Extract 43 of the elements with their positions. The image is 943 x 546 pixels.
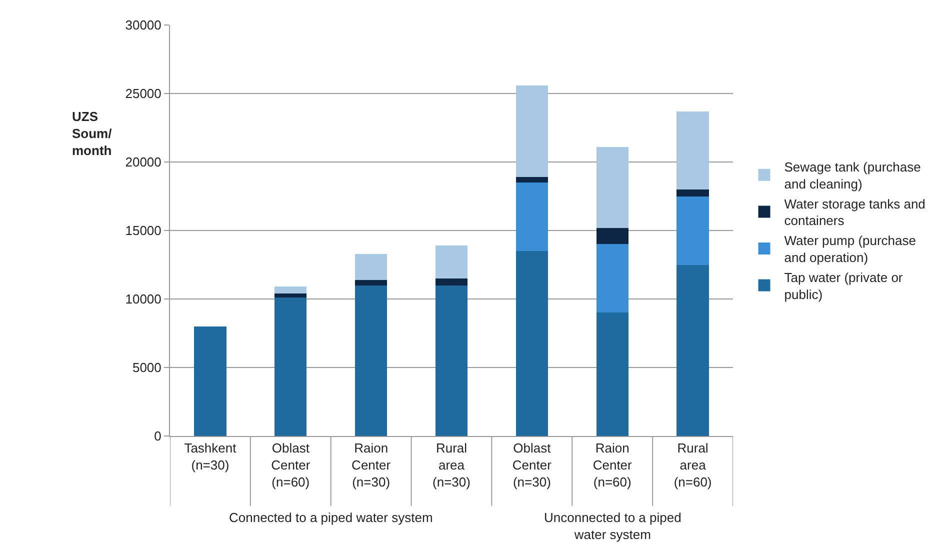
bar	[274, 294, 307, 298]
bar	[274, 298, 307, 436]
y-tick-label: 0	[154, 428, 162, 444]
y-tick-label: 15000	[125, 223, 162, 238]
bar	[676, 189, 709, 196]
bar	[435, 285, 468, 436]
x-tick-label: Rural area (n=30)	[432, 440, 470, 490]
y-tick-label: 30000	[125, 18, 162, 33]
x-tick-label: Oblast Center (n=30)	[512, 440, 552, 490]
bar	[516, 85, 548, 178]
bar	[274, 286, 307, 294]
bar	[435, 246, 468, 278]
bar	[676, 264, 709, 436]
bar	[596, 228, 628, 244]
bar	[596, 312, 628, 436]
legend-label: Water pump (purchase and operation)	[784, 233, 916, 266]
bar	[354, 254, 388, 280]
y-tick-label: 20000	[125, 154, 162, 170]
x-tick-label: Rural area (n=60)	[674, 440, 712, 490]
x-tick-label: Oblast Center (n=60)	[271, 440, 311, 490]
bar	[194, 326, 226, 436]
x-tick-label: Raion Center (n=30)	[352, 440, 392, 490]
bar	[435, 278, 468, 286]
text: Connected to a piped water system	[229, 510, 433, 525]
y-axis-title: UZS Soum/ month	[72, 109, 112, 158]
y-tick-label: 25000	[125, 86, 162, 102]
bar	[596, 146, 628, 228]
bar	[354, 285, 388, 436]
text: Unconnected to a piped water system	[544, 510, 682, 542]
y-tick-label: 5000	[132, 360, 162, 376]
bar	[676, 111, 709, 190]
bar	[676, 196, 709, 265]
bar	[354, 280, 388, 286]
legend-label: Tap water (private or public)	[784, 270, 904, 302]
bar	[516, 177, 548, 183]
legend-label: Water storage tanks and containers	[784, 196, 926, 228]
x-tick-label: Tashkent (n=30)	[184, 440, 237, 472]
legend-label: Sewage tank (purchase and cleaning)	[784, 160, 921, 192]
x-tick-label: Raion Center (n=60)	[592, 440, 633, 490]
bar	[516, 251, 548, 436]
bar	[596, 244, 628, 313]
bar	[516, 182, 548, 252]
y-tick-label: 10000	[125, 292, 162, 307]
